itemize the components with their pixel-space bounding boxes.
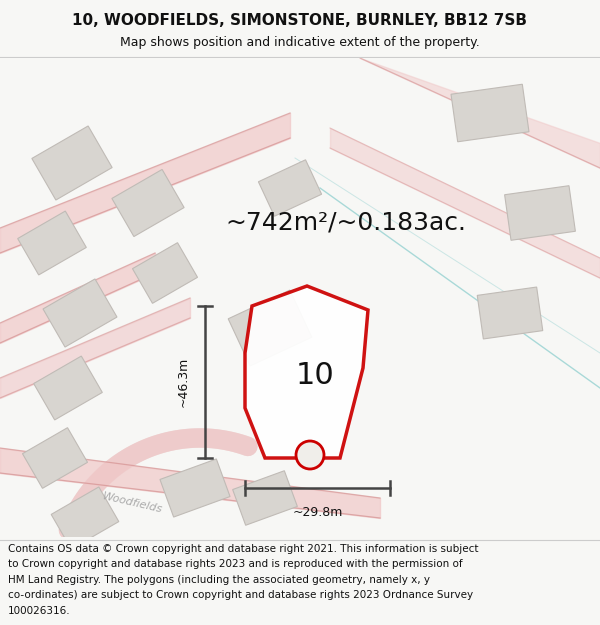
Polygon shape bbox=[43, 279, 117, 347]
Polygon shape bbox=[133, 242, 197, 303]
Text: 10, WOODFIELDS, SIMONSTONE, BURNLEY, BB12 7SB: 10, WOODFIELDS, SIMONSTONE, BURNLEY, BB1… bbox=[73, 12, 527, 28]
Polygon shape bbox=[17, 211, 86, 275]
Polygon shape bbox=[451, 84, 529, 142]
Polygon shape bbox=[160, 459, 230, 517]
Text: ~742m²/~0.183ac.: ~742m²/~0.183ac. bbox=[225, 211, 466, 235]
Polygon shape bbox=[477, 287, 543, 339]
Text: HM Land Registry. The polygons (including the associated geometry, namely x, y: HM Land Registry. The polygons (includin… bbox=[8, 575, 430, 585]
Polygon shape bbox=[34, 356, 103, 420]
Polygon shape bbox=[259, 160, 322, 216]
Text: 10: 10 bbox=[296, 361, 334, 391]
Text: ~46.3m: ~46.3m bbox=[177, 357, 190, 407]
Text: ~29.8m: ~29.8m bbox=[292, 506, 343, 519]
Circle shape bbox=[296, 441, 324, 469]
Polygon shape bbox=[22, 428, 88, 488]
Text: Contains OS data © Crown copyright and database right 2021. This information is : Contains OS data © Crown copyright and d… bbox=[8, 544, 478, 554]
Text: Woodfields: Woodfields bbox=[102, 491, 164, 515]
Polygon shape bbox=[233, 471, 298, 525]
Text: Map shows position and indicative extent of the property.: Map shows position and indicative extent… bbox=[120, 36, 480, 49]
Text: to Crown copyright and database rights 2023 and is reproduced with the permissio: to Crown copyright and database rights 2… bbox=[8, 559, 463, 569]
Polygon shape bbox=[505, 186, 575, 240]
Polygon shape bbox=[112, 169, 184, 236]
Text: co-ordinates) are subject to Crown copyright and database rights 2023 Ordnance S: co-ordinates) are subject to Crown copyr… bbox=[8, 590, 473, 600]
Text: 100026316.: 100026316. bbox=[8, 606, 70, 616]
Polygon shape bbox=[32, 126, 112, 200]
Polygon shape bbox=[245, 286, 368, 458]
Polygon shape bbox=[51, 487, 119, 549]
Polygon shape bbox=[228, 290, 312, 366]
